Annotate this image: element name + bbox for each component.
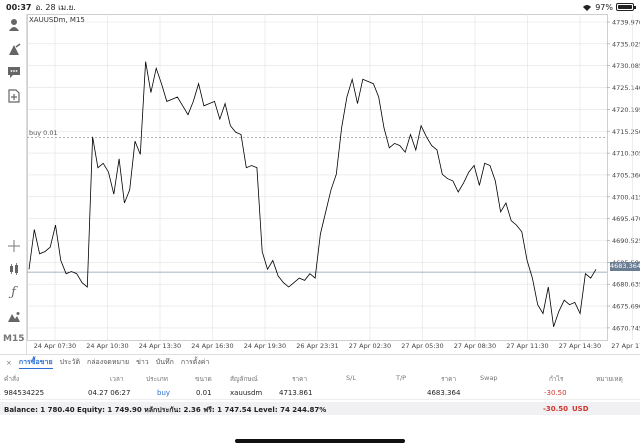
objects-icon[interactable]	[5, 308, 22, 325]
price-line	[28, 61, 597, 327]
x-tick-label: 27 Apr 17:30	[611, 342, 640, 350]
home-indicator	[235, 439, 405, 443]
order-volume: 0.01	[196, 389, 212, 397]
balance-summary: Balance: 1 780.40 Equity: 1 749.90 หลักป…	[4, 406, 327, 414]
indicators-icon[interactable]	[5, 41, 22, 58]
x-tick-label: 27 Apr 14:30	[559, 342, 601, 350]
battery-percent: 97%	[595, 2, 613, 12]
order-open-price: 4713.861	[279, 389, 313, 397]
col-price: ราคา	[441, 375, 457, 383]
y-tick-label: 4670.745	[612, 324, 640, 332]
timeframe-label[interactable]: M15	[3, 334, 25, 344]
buy-order-label: buy 0.01	[29, 129, 58, 137]
crosshair-icon[interactable]	[5, 237, 22, 254]
chart-type-icon[interactable]	[5, 260, 22, 277]
y-tick-label: 4715.250	[612, 128, 640, 136]
chart-symbol: XAUUSDm, M15	[29, 16, 85, 24]
x-tick-label: 27 Apr 05:30	[401, 342, 443, 350]
order-current-price: 4683.364	[427, 389, 461, 397]
col-profit: กำไร	[549, 375, 564, 383]
y-tick-label: 4720.195	[612, 106, 640, 114]
pointer-icon[interactable]	[5, 16, 22, 33]
col-sl: S/L	[346, 374, 356, 382]
order-type: buy	[157, 389, 171, 397]
y-tick-label: 4690.525	[612, 237, 640, 245]
chart-area[interactable]: 4739.970 4735.025 4730.085 4725.140 4720.195…	[27, 14, 640, 354]
order-symbol: xauusdm	[230, 389, 263, 397]
x-tick-label: 26 Apr 23:31	[296, 342, 338, 350]
y-tick-label: 4710.305	[612, 150, 640, 158]
y-tick-label: 4680.635	[612, 281, 640, 289]
bottom-tabs: × การซื้อขาย ประวัติ กล่องจดหมาย ข่าว บั…	[0, 354, 640, 370]
new-chart-icon[interactable]	[5, 87, 22, 104]
table-header: คำสั่ง เวลา ประเภท ขนาด สัญลักษณ์ ราคา S…	[0, 371, 640, 384]
tab-journal[interactable]: บันทึก	[155, 358, 174, 366]
current-price-label: 4683.364	[610, 262, 640, 271]
left-toolbar: ƒ M15	[0, 14, 27, 354]
y-tick-label: 4700.415	[612, 193, 640, 201]
close-panel-icon[interactable]: ×	[6, 358, 12, 367]
col-comment: หมายเหตุ	[596, 375, 623, 383]
x-tick-label: 24 Apr 13:30	[139, 342, 181, 350]
col-time: เวลา	[110, 375, 124, 383]
tab-news[interactable]: ข่าว	[136, 358, 149, 366]
order-time: 04.27 06:27	[88, 389, 131, 397]
order-id: 984534225	[4, 389, 45, 397]
x-tick-label: 24 Apr 10:30	[86, 342, 128, 350]
col-symbol: สัญลักษณ์	[230, 375, 258, 383]
x-tick-label: 27 Apr 11:30	[506, 342, 548, 350]
y-tick-label: 4739.970	[612, 19, 640, 27]
col-volume: ขนาด	[195, 375, 212, 383]
function-icon[interactable]: ƒ	[11, 285, 16, 300]
y-tick-label: 4725.140	[612, 84, 640, 92]
y-tick-label: 4695.470	[612, 215, 640, 223]
order-profit: -30.50	[544, 389, 567, 397]
wifi-icon	[583, 4, 592, 11]
status-date: อ. 28 เม.ย.	[35, 2, 76, 12]
tab-mailbox[interactable]: กล่องจดหมาย	[87, 358, 130, 366]
total-profit: -30.50	[543, 405, 569, 413]
x-tick-label: 24 Apr 16:30	[191, 342, 233, 350]
tab-settings[interactable]: การตั้งค่า	[180, 358, 210, 366]
col-order: คำสั่ง	[4, 375, 20, 383]
chat-icon[interactable]	[5, 64, 22, 81]
col-type: ประเภท	[146, 375, 168, 383]
table-row[interactable]: 984534225 04.27 06:27 buy 0.01 xauusdm 4…	[0, 386, 640, 400]
x-tick-label: 27 Apr 08:30	[454, 342, 496, 350]
y-tick-label: 4735.025	[612, 40, 640, 48]
x-tick-label: 24 Apr 19:30	[244, 342, 286, 350]
y-tick-label: 4705.360	[612, 171, 640, 179]
currency-label: USD	[572, 405, 589, 413]
col-swap: Swap	[480, 374, 498, 382]
y-tick-label: 4675.690	[612, 303, 640, 311]
col-tp: T/P	[396, 374, 407, 382]
x-tick-label: 27 Apr 02:30	[349, 342, 391, 350]
battery-icon	[616, 3, 636, 11]
col-open-price: ราคา	[292, 375, 308, 383]
tab-history[interactable]: ประวัติ	[59, 358, 81, 366]
status-time: 00:37	[6, 2, 32, 12]
balance-bar: Balance: 1 780.40 Equity: 1 749.90 หลักป…	[0, 402, 640, 415]
status-bar: 00:37 อ. 28 เม.ย. 97%	[0, 0, 640, 14]
tab-trade[interactable]: การซื้อขาย	[18, 357, 53, 369]
y-tick-label: 4730.085	[612, 62, 640, 70]
price-chart[interactable]: 4739.970 4735.025 4730.085 4725.140 4720.195…	[27, 14, 640, 354]
x-tick-label: 24 Apr 07:30	[34, 342, 76, 350]
